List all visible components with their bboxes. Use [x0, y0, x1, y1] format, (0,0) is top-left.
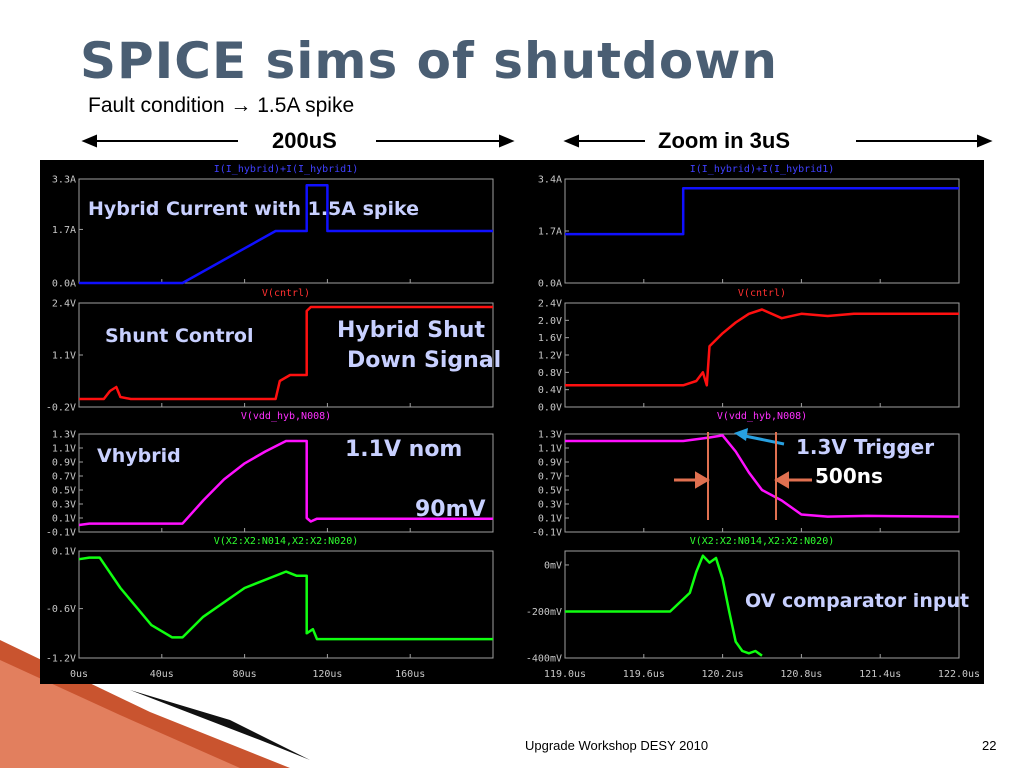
left-plot-1-title: I(I_hybrid)+I(I_hybrid1): [214, 164, 359, 175]
left-plot-1-ytick: 3.3A: [52, 175, 76, 186]
left-plot-panel: [40, 160, 512, 684]
plots-layer: I(I_hybrid)+I(I_hybrid1) 3.3A 1.7A 0.0A V(cn…: [46, 164, 980, 680]
right-plot-2-ytick: 0.8V: [538, 368, 562, 379]
slide-title: SPICE sims of shutdown: [80, 32, 778, 90]
left-xtick-label: 160us: [395, 669, 425, 680]
annotation-nom: 1.1V nom: [345, 437, 462, 462]
left-xtick-label: 0us: [70, 669, 88, 680]
right-plot-2-ytick: 2.0V: [538, 316, 562, 327]
right-plot-3-series-line: [565, 434, 960, 518]
left-plot-3-ytick: 1.3V: [52, 430, 76, 441]
right-plot-1-ytick: 1.7A: [538, 227, 562, 238]
left-plot-1-ytick: 0.0A: [52, 279, 76, 290]
right-plot-1-ytick: 0.0A: [538, 279, 562, 290]
left-xtick-label: 40us: [150, 669, 174, 680]
left-plot-3-ytick: 1.1V: [52, 444, 76, 455]
corner-swoosh-light: [0, 660, 240, 768]
right-plot-1-ytick: 3.4A: [538, 175, 562, 186]
annotation-ov-comparator: OV comparator input: [745, 590, 969, 612]
timing-markers: [674, 432, 812, 520]
right-xtick-label: 121.4us: [859, 669, 901, 680]
right-plot-2-ytick: 0.0V: [538, 403, 562, 414]
annotation-vhybrid: Vhybrid: [97, 445, 181, 467]
left-plot-3-ytick: 0.3V: [52, 500, 76, 511]
left-plot-4-ytick: -1.2V: [46, 654, 76, 665]
left-plot-3-ytick: 0.7V: [52, 472, 76, 483]
annotation-shunt-control: Shunt Control: [105, 325, 254, 347]
left-plot-3-series-line: [78, 439, 493, 527]
left-range-label: 200uS: [272, 128, 337, 153]
right-range-arrows: [563, 134, 993, 148]
annotation-90mv: 90mV: [415, 497, 486, 522]
right-plot-2-title: V(cntrl): [738, 288, 786, 299]
right-plot-3-frame: [564, 433, 960, 533]
right-plot-3-ytick: 0.3V: [538, 500, 562, 511]
annotation-trigger: 1.3V Trigger: [796, 435, 934, 459]
right-plot-4-frame: [564, 550, 960, 659]
left-plot-4-title: V(X2:X2:N014,X2:X2:N020): [214, 536, 359, 547]
annotation-500ns: 500ns: [815, 464, 883, 488]
right-plot-4-ytick: -400mV: [526, 654, 562, 665]
right-plot-3-ytick: 1.3V: [538, 430, 562, 441]
right-range-label: Zoom in 3uS: [658, 128, 790, 153]
annotation-hybrid-current: Hybrid Current with 1.5A spike: [88, 198, 419, 220]
left-plot-2-ytick: 2.4V: [52, 299, 76, 310]
right-plot-2-ytick: 1.2V: [538, 351, 562, 362]
right-plot-4-title: V(X2:X2:N014,X2:X2:N020): [690, 536, 835, 547]
left-plot-3-ytick: 0.5V: [52, 486, 76, 497]
right-plot-3-ytick: -0.1V: [532, 528, 562, 539]
right-plot-3-title: V(vdd_hyb,N008): [717, 411, 807, 422]
left-plot-4-series-line: [78, 556, 493, 641]
left-plot-2-ytick: 1.1V: [52, 351, 76, 362]
right-plot-2-ytick: 1.6V: [538, 333, 562, 344]
left-plot-3-title: V(vdd_hyb,N008): [241, 411, 331, 422]
right-plot-4-ytick: 0mV: [544, 560, 562, 571]
page-number: 22: [982, 738, 997, 753]
left-plot-3-ytick: -0.1V: [46, 528, 76, 539]
left-plot-1-ytick: 1.7A: [52, 225, 76, 236]
right-plot-4-series-line: [565, 554, 763, 657]
right-plot-3-ytick: 0.9V: [538, 458, 562, 469]
left-plot-4-ytick: -0.6V: [46, 604, 76, 615]
right-plot-2-ytick: 0.4V: [538, 385, 562, 396]
left-xtick-label: 120us: [312, 669, 342, 680]
right-xtick-label: 119.6us: [623, 669, 665, 680]
right-plot-2-ytick: 2.4V: [538, 299, 562, 310]
right-xtick-label: 120.8us: [780, 669, 822, 680]
left-plot-3-ytick: 0.9V: [52, 458, 76, 469]
left-plot-4-ytick: 0.1V: [52, 547, 76, 558]
right-plot-3-ytick: 0.1V: [538, 514, 562, 525]
slide-subtitle: Fault condition → 1.5A spike: [88, 94, 355, 117]
right-plot-3-ytick: 0.7V: [538, 472, 562, 483]
right-plot-2-series-line: [565, 308, 959, 387]
right-plot-3-ytick: 0.5V: [538, 486, 562, 497]
footer-text: Upgrade Workshop DESY 2010: [525, 738, 709, 753]
left-plot-2-title: V(cntrl): [262, 288, 310, 299]
right-plot-4-ytick: -200mV: [526, 607, 562, 618]
right-plot-panel: [512, 160, 984, 684]
right-plot-1-series-line: [565, 186, 959, 236]
right-xtick-label: 120.2us: [702, 669, 744, 680]
left-plot-3-frame: [78, 433, 494, 533]
annotation-shut-down-1: Hybrid Shut: [337, 318, 485, 343]
left-range-arrows: [81, 134, 515, 148]
left-plot-2-series-line: [79, 305, 493, 401]
right-xtick-label: 119.0us: [544, 669, 586, 680]
right-plot-1-title: I(I_hybrid)+I(I_hybrid1): [690, 164, 835, 175]
left-plot-3-ytick: 0.1V: [52, 514, 76, 525]
left-xtick-label: 80us: [233, 669, 257, 680]
left-plot-2-ytick: -0.2V: [46, 403, 76, 414]
right-plot-3-ytick: 1.1V: [538, 444, 562, 455]
annotation-shut-down-2: Down Signal: [347, 348, 501, 373]
right-xtick-label: 122.0us: [938, 669, 980, 680]
left-plot-4-frame: [78, 550, 494, 659]
left-plot-1-series-line: [79, 184, 493, 285]
